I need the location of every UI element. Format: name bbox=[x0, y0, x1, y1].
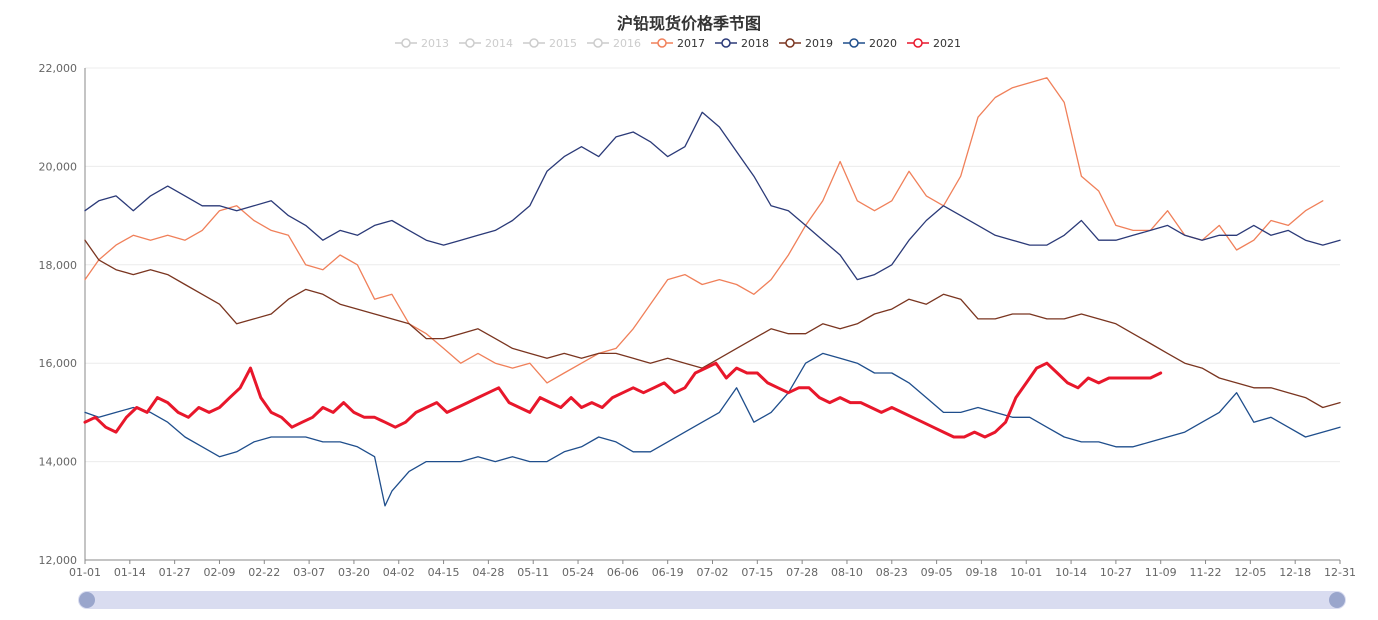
x-tick-label: 05-24 bbox=[562, 566, 594, 579]
legend-marker-icon bbox=[587, 38, 609, 48]
x-tick-label: 12-31 bbox=[1324, 566, 1356, 579]
y-grid bbox=[85, 67, 1340, 561]
x-tick-label: 02-09 bbox=[203, 566, 235, 579]
x-tick-label: 11-09 bbox=[1145, 566, 1177, 579]
legend-label: 2014 bbox=[485, 36, 513, 50]
zoom-end-handle[interactable] bbox=[1329, 592, 1345, 608]
x-tick-label: 06-06 bbox=[607, 566, 639, 579]
x-tick-label: 05-11 bbox=[517, 566, 549, 579]
zoom-start-handle[interactable] bbox=[79, 592, 95, 608]
x-tick-label: 01-14 bbox=[114, 566, 146, 579]
y-tick-label: 14,000 bbox=[39, 456, 78, 469]
x-tick-label: 07-28 bbox=[786, 566, 818, 579]
x-tick-label: 02-22 bbox=[248, 566, 280, 579]
x-tick-label: 06-19 bbox=[652, 566, 684, 579]
y-tick-label: 22,000 bbox=[39, 62, 78, 75]
x-tick-label: 10-27 bbox=[1100, 566, 1132, 579]
x-tick-label: 07-02 bbox=[697, 566, 729, 579]
legend-marker-icon bbox=[843, 38, 865, 48]
legend-label: 2016 bbox=[613, 36, 641, 50]
legend-item-2017[interactable]: 2017 bbox=[651, 37, 705, 50]
legend-label: 2013 bbox=[421, 36, 449, 50]
x-tick-label: 09-05 bbox=[921, 566, 953, 579]
legend-marker-icon bbox=[907, 38, 929, 48]
x-tick-label: 10-14 bbox=[1055, 566, 1087, 579]
legend-label: 2017 bbox=[677, 36, 705, 50]
x-tick-label: 07-15 bbox=[741, 566, 773, 579]
x-tick-label: 12-05 bbox=[1234, 566, 1266, 579]
x-tick-label: 04-28 bbox=[472, 566, 504, 579]
legend-item-2013[interactable]: 2013 bbox=[395, 37, 449, 50]
data-zoom-slider[interactable] bbox=[78, 591, 1346, 609]
legend-marker-icon bbox=[523, 38, 545, 48]
legend-label: 2021 bbox=[933, 36, 961, 50]
chart-title: 沪铅现货价格季节图 bbox=[616, 14, 761, 33]
x-tick-label: 12-18 bbox=[1279, 566, 1311, 579]
x-tick-label: 08-10 bbox=[831, 566, 863, 579]
x-tick-label: 01-01 bbox=[69, 566, 101, 579]
legend-marker-icon bbox=[651, 38, 673, 48]
tick-labels: 12,000 14,000 16,000 18,000 20,000 22,000 01-0… bbox=[39, 62, 1356, 579]
legend-item-2020[interactable]: 2020 bbox=[843, 37, 897, 50]
y-tick-label: 18,000 bbox=[39, 259, 78, 272]
legend-marker-icon bbox=[715, 38, 737, 48]
legend-label: 2019 bbox=[805, 36, 833, 50]
series-line-2020[interactable] bbox=[84, 352, 1341, 507]
legend-marker-icon bbox=[395, 38, 417, 48]
legend-label: 2018 bbox=[741, 36, 769, 50]
x-tick-label: 04-15 bbox=[428, 566, 460, 579]
y-tick-label: 16,000 bbox=[39, 357, 78, 370]
x-tick-label: 03-07 bbox=[293, 566, 325, 579]
x-tick-label: 08-23 bbox=[876, 566, 908, 579]
legend-item-2014[interactable]: 2014 bbox=[459, 37, 513, 50]
y-tick-label: 12,000 bbox=[39, 554, 78, 567]
legend-item-2018[interactable]: 2018 bbox=[715, 37, 769, 50]
x-tick-label: 04-02 bbox=[383, 566, 415, 579]
series-line-2018[interactable] bbox=[84, 111, 1341, 281]
x-tick-label: 11-22 bbox=[1190, 566, 1222, 579]
legend-item-2015[interactable]: 2015 bbox=[523, 37, 577, 50]
series-layer bbox=[83, 77, 1341, 507]
legend: 2013 2014 2015 2016 2017 2018 2019 2020 2021 bbox=[395, 34, 961, 52]
axes bbox=[84, 68, 1341, 564]
series-line-2019[interactable] bbox=[84, 239, 1341, 409]
x-tick-label: 01-27 bbox=[159, 566, 191, 579]
x-tick-label: 10-01 bbox=[1010, 566, 1042, 579]
series-line-2017[interactable] bbox=[84, 77, 1324, 384]
series-line-2021[interactable] bbox=[83, 361, 1163, 439]
legend-marker-icon bbox=[459, 38, 481, 48]
legend-item-2019[interactable]: 2019 bbox=[779, 37, 833, 50]
legend-marker-icon bbox=[779, 38, 801, 48]
x-tick-label: 09-18 bbox=[965, 566, 997, 579]
legend-label: 2015 bbox=[549, 36, 577, 50]
legend-item-2016[interactable]: 2016 bbox=[587, 37, 641, 50]
y-tick-label: 20,000 bbox=[39, 160, 78, 173]
legend-item-2021[interactable]: 2021 bbox=[907, 37, 961, 50]
legend-label: 2020 bbox=[869, 36, 897, 50]
x-tick-label: 03-20 bbox=[338, 566, 370, 579]
